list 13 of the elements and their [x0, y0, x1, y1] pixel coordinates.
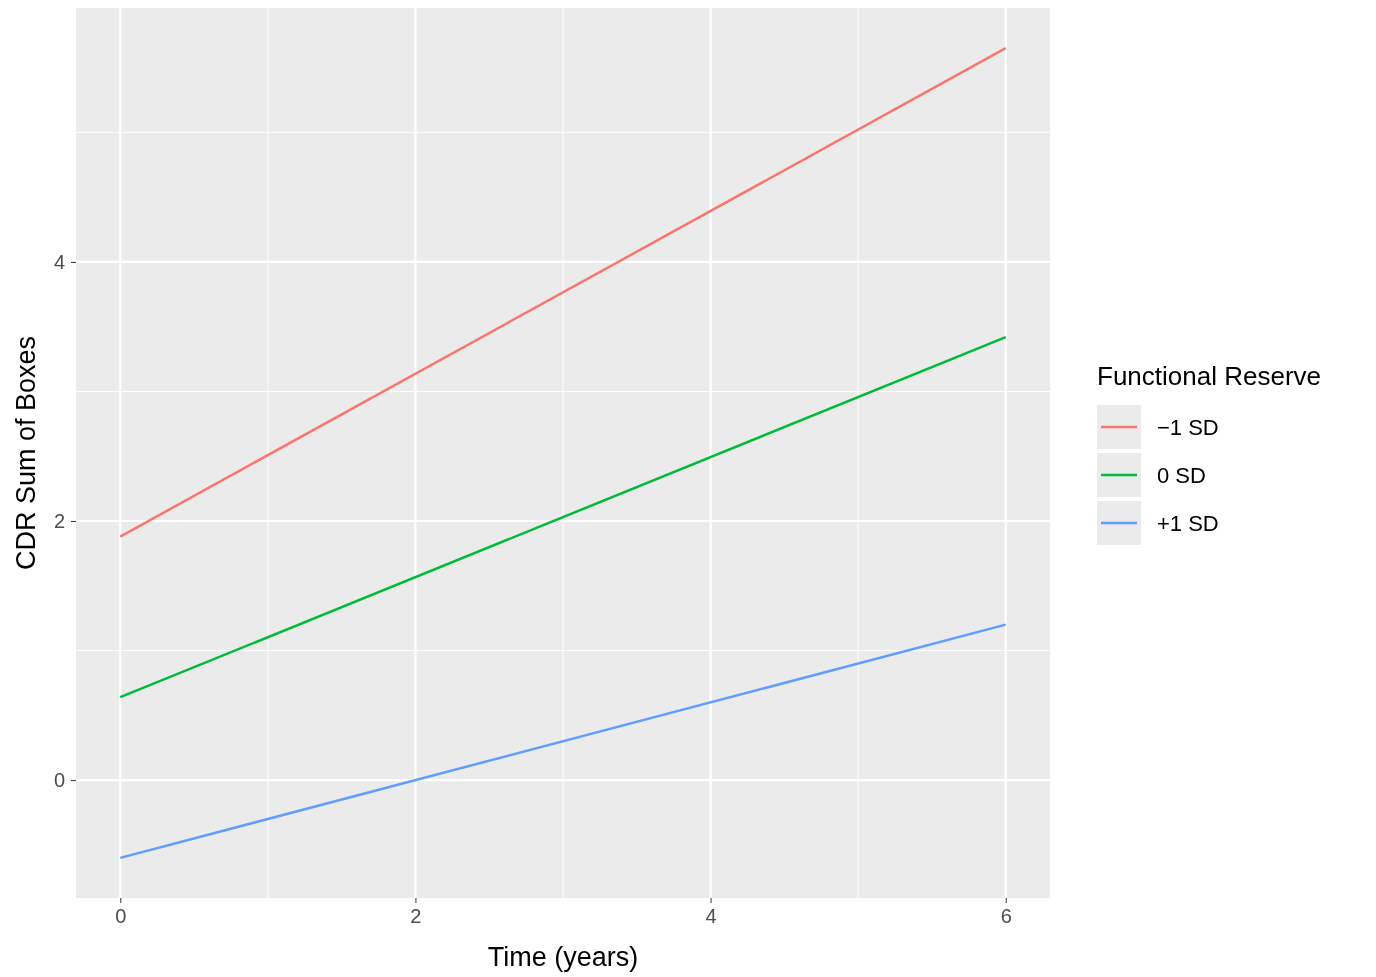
y-axis-title: CDR Sum of Boxes: [11, 335, 41, 571]
x-tick-label: 4: [705, 905, 717, 928]
x-axis-title: Time (years): [487, 942, 639, 972]
legend-label: +1 SD: [1157, 511, 1219, 536]
legend-title: Functional Reserve: [1097, 361, 1321, 391]
legend-label: 0 SD: [1157, 463, 1206, 488]
legend-label: −1 SD: [1157, 415, 1219, 440]
y-tick-label: 0: [53, 769, 65, 792]
y-tick-label: 2: [53, 509, 65, 532]
x-tick-label: 6: [1000, 905, 1012, 928]
x-tick-label: 0: [115, 905, 127, 928]
x-tick-label: 2: [410, 905, 422, 928]
y-tick-label: 4: [53, 250, 65, 273]
